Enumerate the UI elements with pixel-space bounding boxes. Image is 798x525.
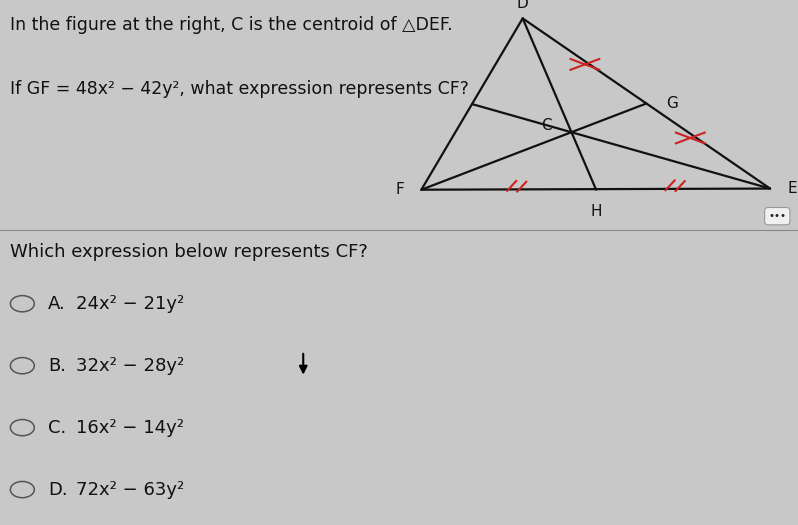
Text: A.: A.: [48, 295, 65, 313]
Text: F: F: [395, 182, 404, 197]
Text: If GF = 48x² − 42y², what expression represents CF?: If GF = 48x² − 42y², what expression rep…: [10, 80, 468, 99]
Text: C: C: [541, 118, 551, 133]
Text: C.: C.: [48, 418, 66, 437]
Text: 16x² − 14y²: 16x² − 14y²: [76, 418, 184, 437]
Text: In the figure at the right, C is the centroid of △DEF.: In the figure at the right, C is the cen…: [10, 16, 452, 34]
Text: H: H: [591, 204, 602, 218]
Text: 24x² − 21y²: 24x² − 21y²: [76, 295, 184, 313]
Text: D: D: [517, 0, 528, 12]
Text: G: G: [666, 96, 678, 111]
Text: 72x² − 63y²: 72x² − 63y²: [76, 480, 184, 499]
Text: D.: D.: [48, 480, 68, 499]
Text: Which expression below represents CF?: Which expression below represents CF?: [10, 243, 367, 261]
Text: B.: B.: [48, 356, 66, 375]
Text: •••: •••: [768, 211, 786, 221]
Text: 32x² − 28y²: 32x² − 28y²: [76, 356, 184, 375]
Text: E: E: [788, 181, 797, 196]
